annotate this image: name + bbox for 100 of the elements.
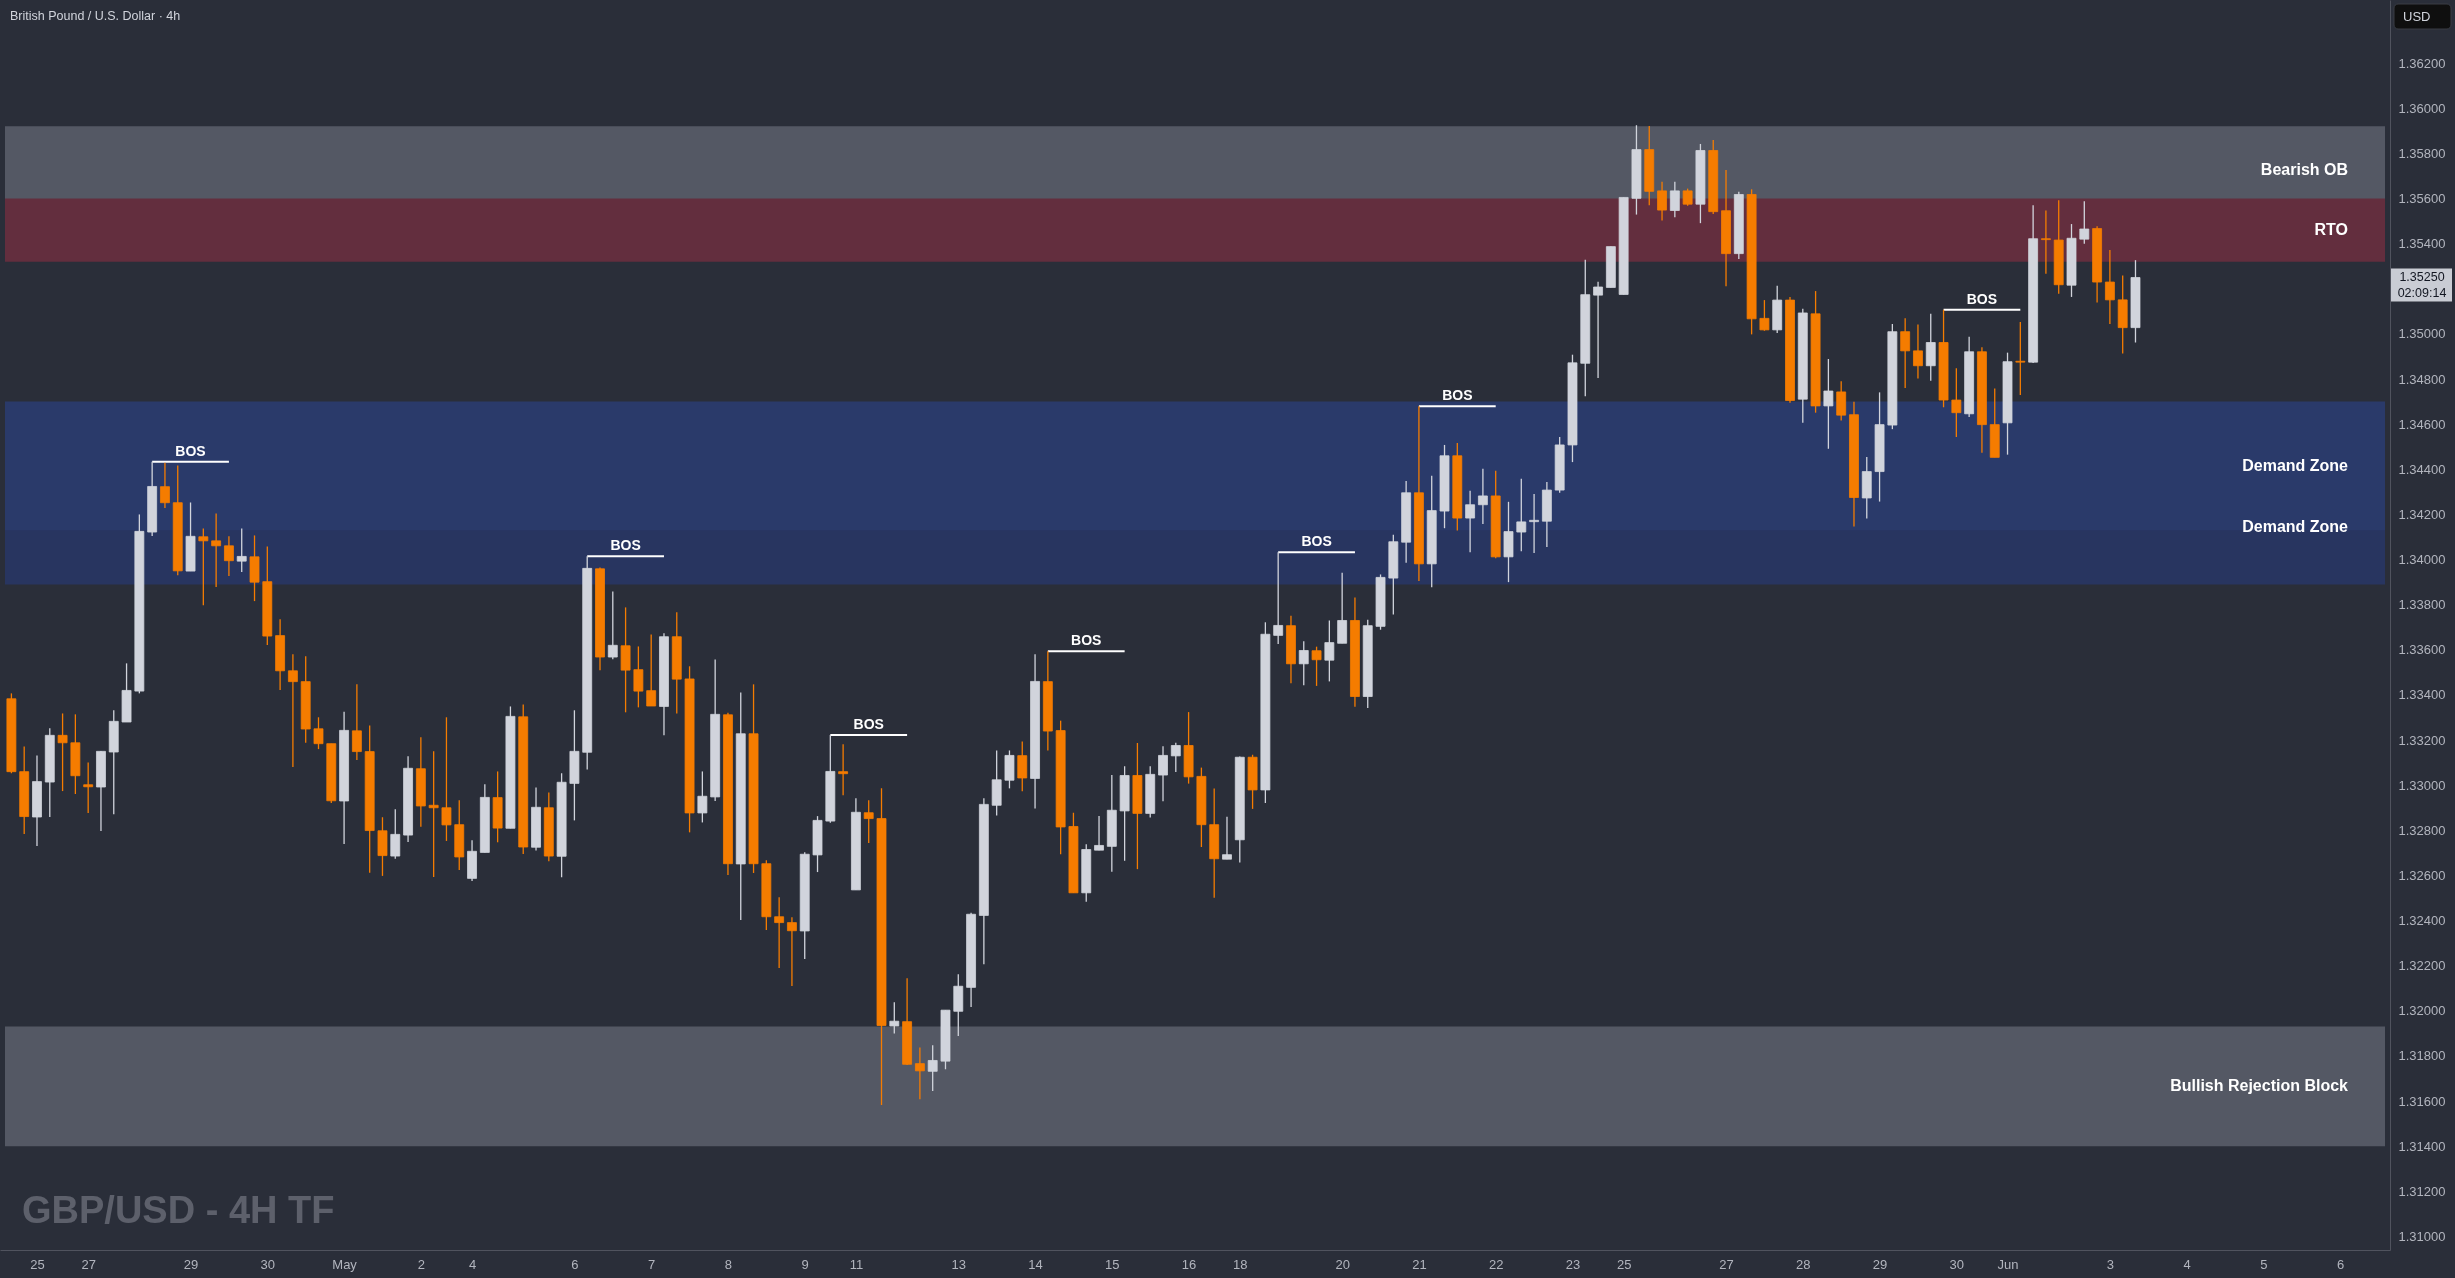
x-tick-label: 9 (801, 1256, 809, 1272)
x-tick-label: 23 (1565, 1256, 1581, 1272)
candlestick (1170, 742, 1181, 773)
series-label: BOS (1442, 387, 1473, 404)
candlestick (198, 527, 209, 606)
y-tick-label: 1.33800 (2398, 597, 2446, 613)
x-tick-label: 6 (571, 1256, 579, 1272)
x-tick-label: 14 (1028, 1256, 1043, 1272)
candlestick (1337, 572, 1348, 644)
candlestick (224, 535, 234, 577)
candlestick (633, 645, 644, 709)
y-tick-label: 1.33600 (2398, 642, 2446, 658)
candlestick (1669, 180, 1680, 218)
y-tick-label: 1.34200 (2398, 506, 2446, 522)
series-label: BOS (175, 442, 206, 459)
candlestick (236, 527, 247, 573)
y-tick-label: 1.32600 (2398, 867, 2446, 883)
x-tick-label: 7 (648, 1256, 656, 1272)
x-tick-label: 15 (1105, 1256, 1120, 1272)
y-tick-label: 1.31000 (2398, 1228, 2446, 1244)
candlestick (2104, 249, 2115, 325)
y-tick-label: 1.33400 (2398, 687, 2446, 703)
candlestick (1836, 380, 1847, 422)
candlestick (1913, 323, 1923, 380)
candlestick (863, 799, 874, 844)
x-tick-label: 20 (1335, 1256, 1350, 1272)
y-tick-label: 1.32400 (2398, 913, 2446, 929)
x-tick-label: 6 (2337, 1256, 2345, 1272)
y-tick-label: 1.32800 (2398, 822, 2446, 838)
x-tick-label: 18 (1233, 1256, 1248, 1272)
candlestick (2079, 200, 2090, 245)
y-axis-title: USD (2403, 9, 2431, 24)
candlestick (1593, 281, 1603, 379)
y-tick-label: 1.31400 (2398, 1138, 2446, 1154)
y-tick-label: 1.34000 (2398, 552, 2446, 568)
x-tick-label: 5 (2260, 1256, 2268, 1272)
x-tick-label: 13 (951, 1256, 967, 1272)
band-label: Demand Zone (2242, 456, 2349, 474)
series-label: BOS (853, 716, 884, 733)
candlestick (1823, 358, 1834, 450)
x-tick-label: 2 (417, 1256, 425, 1272)
text: British Pound / U.S. Dollar · 4h (10, 9, 181, 23)
y-tick-label: 1.34800 (2398, 371, 2446, 387)
candlestick (1222, 816, 1232, 860)
candlestick (1324, 619, 1335, 683)
y-tick-label: 1.34600 (2398, 416, 2446, 432)
candlestick (1529, 493, 1539, 554)
y-tick-label: 1.35000 (2398, 326, 2446, 342)
x-tick-label: May (332, 1256, 358, 1272)
candlestick (1516, 478, 1527, 552)
candlestick (2015, 321, 2026, 396)
y-tick-label: 1.31200 (2398, 1183, 2446, 1199)
candlestick (1017, 740, 1028, 792)
y-tick-label: 1.34400 (2398, 461, 2446, 477)
candlestick (914, 1046, 925, 1100)
y-tick-label: 1.36200 (2398, 55, 2446, 71)
candlestick (83, 761, 94, 814)
x-tick-label: 25 (30, 1256, 45, 1272)
candlestick (774, 896, 785, 969)
x-tick-label: 11 (849, 1256, 864, 1272)
series-label: BOS (1966, 290, 1998, 307)
candlestick (288, 653, 298, 768)
candlestick (1900, 317, 1911, 389)
x-tick-label: 16 (1181, 1256, 1197, 1272)
x-tick-label: 27 (81, 1256, 96, 1272)
y-tick-label: 1.32200 (2398, 958, 2446, 974)
y-tick-label: 1.33200 (2398, 732, 2446, 748)
x-tick-label: 21 (1412, 1256, 1427, 1272)
candlestick (390, 808, 401, 860)
x-tick-label: 30 (260, 1256, 276, 1272)
y-tick-label: 1.36000 (2398, 100, 2446, 116)
candlestick (1094, 815, 1104, 851)
candlestick (607, 590, 618, 660)
x-tick-label: 22 (1488, 1256, 1504, 1272)
x-tick-label: 29 (183, 1256, 199, 1272)
x-tick-label: 4 (2183, 1256, 2191, 1272)
candlestick (1478, 467, 1488, 525)
candlestick (1298, 640, 1309, 686)
y-tick-label: 1.35600 (2398, 191, 2446, 207)
y-tick-label: 1.35400 (2398, 236, 2446, 252)
candlestick (838, 743, 849, 796)
candlestick (1311, 646, 1322, 687)
series-label: BOS (1071, 632, 1102, 649)
candlestick (160, 462, 170, 509)
candlestick (57, 712, 68, 792)
candlestick (1465, 490, 1476, 553)
candlestick (313, 716, 324, 750)
x-tick-label: 29 (1872, 1256, 1888, 1272)
candlestick (441, 716, 452, 842)
x-tick-label: 4 (468, 1256, 477, 1272)
band-label: Bearish OB (2260, 161, 2348, 179)
series-label: BOS (610, 537, 641, 554)
x-tick-label: 30 (1949, 1256, 1965, 1272)
band-label: Demand Zone (2242, 517, 2349, 535)
x-tick-label: 27 (1719, 1256, 1734, 1272)
candlestick (1657, 180, 1667, 222)
candlestick (787, 916, 797, 987)
x-tick-label: 25 (1616, 1256, 1632, 1272)
candlestick (646, 633, 657, 707)
y-tick-label: 1.35800 (2398, 145, 2446, 161)
